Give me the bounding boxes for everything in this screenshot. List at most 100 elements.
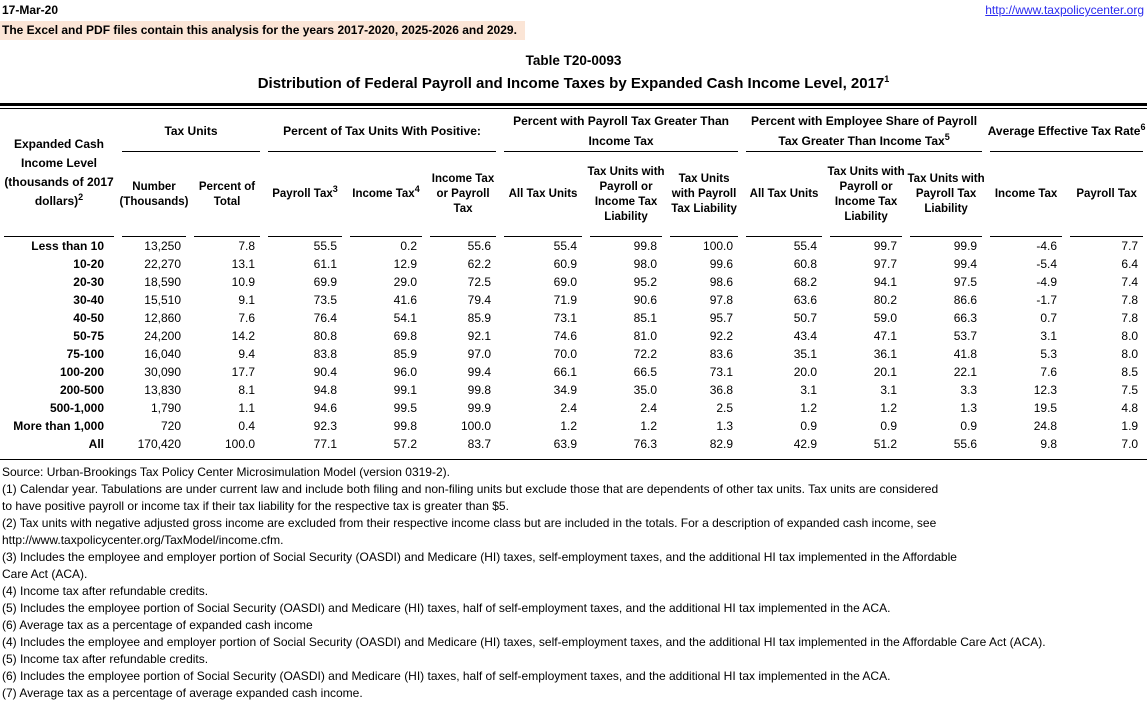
table-row: 200-500 13,830 8.1 94.8 99.1 99.8 34.9 35.0 36.8… — [0, 381, 1147, 399]
value-cell: 98.0 — [633, 257, 658, 271]
column-header-effective-payroll-tax: Payroll Tax — [1066, 152, 1147, 237]
value-cell: 6.4 — [1121, 257, 1139, 271]
value-cell: 20.0 — [793, 365, 818, 379]
table-row: 40-50 12,860 7.6 76.4 54.1 85.9 73.1 85.1 95.7 50… — [0, 309, 1147, 327]
value-cell: 36.8 — [709, 383, 734, 397]
value-cell: 13.1 — [231, 257, 255, 271]
footnote-line: (1) Calendar year. Tabulations are under… — [2, 482, 939, 496]
footnote-line: (2) Tax units with negative adjusted gro… — [2, 516, 937, 530]
footnote-line: (3) Includes the employee and employer p… — [2, 550, 957, 564]
value-cell: 35.1 — [793, 347, 818, 361]
column-label: Tax Units with Payroll Tax Liability — [907, 173, 985, 215]
footnote-line: (6) Includes the employee portion of Soc… — [2, 669, 891, 683]
column-label: All Tax Units — [749, 188, 819, 200]
value-cell: 99.5 — [393, 401, 417, 415]
value-cell: 76.4 — [313, 311, 337, 325]
table-row: 30-40 15,510 9.1 73.5 41.6 79.4 71.9 90.6 97.8 63… — [0, 291, 1147, 309]
group-label: Average Effective Tax Rate — [987, 123, 1141, 138]
value-cell: 50.7 — [793, 311, 818, 325]
group-header-tax-units: Tax Units — [118, 109, 264, 152]
value-cell: 66.5 — [633, 365, 658, 379]
value-cell: 70.0 — [553, 347, 578, 361]
column-header-units-payroll-or-income-liability-payroll-gt: Tax Units with Payroll or Income Tax Lia… — [586, 152, 666, 237]
value-cell: 8.0 — [1121, 329, 1139, 343]
value-cell: 29.0 — [393, 275, 417, 289]
value-cell: 24.8 — [1033, 419, 1058, 433]
value-cell: 97.7 — [873, 257, 898, 271]
value-cell: 22,270 — [144, 257, 181, 271]
value-cell: 99.9 — [953, 239, 978, 253]
group-header-percent-positive: Percent of Tax Units With Positive: — [264, 109, 500, 152]
table-title: Distribution of Federal Payroll and Inco… — [0, 75, 1147, 93]
column-header-percent-of-total: Percent of Total — [190, 152, 264, 237]
value-cell: 99.1 — [393, 383, 417, 397]
table-row: 500-1,000 1,790 1.1 94.6 99.5 99.9 2.4 2.4 2.5 1.… — [0, 399, 1147, 417]
table-header: Expanded Cash Income Level (thousands of… — [0, 109, 1147, 237]
column-label: Percent of Total — [198, 180, 256, 208]
value-cell: 100.0 — [461, 419, 492, 433]
value-cell: 7.6 — [238, 311, 255, 325]
value-cell: 15,510 — [144, 293, 181, 307]
table-row: 50-75 24,200 14.2 80.8 69.8 92.1 74.6 81.0 92.2 4… — [0, 327, 1147, 345]
value-cell: 69.8 — [393, 329, 417, 343]
value-cell: 79.4 — [467, 293, 492, 307]
column-label: Tax Units with Payroll or Income Tax Lia… — [587, 165, 665, 223]
value-cell: 63.9 — [553, 437, 578, 451]
value-cell: 61.1 — [313, 257, 337, 271]
value-cell: 60.9 — [553, 257, 578, 271]
value-cell: 63.6 — [793, 293, 818, 307]
taxpolicycenter-link[interactable]: http://www.taxpolicycenter.org — [985, 3, 1144, 17]
column-label: Income Tax or Payroll Tax — [431, 173, 495, 215]
table-row: 20-30 18,590 10.9 69.9 29.0 72.5 69.0 95.2 98.6 6… — [0, 273, 1147, 291]
value-cell: 85.9 — [467, 311, 492, 325]
column-header-expanded-cash-income-level: Expanded Cash Income Level (thousands of… — [0, 109, 118, 237]
value-cell: 73.1 — [709, 365, 734, 379]
value-cell: 68.2 — [793, 275, 818, 289]
table-bottom-rule — [0, 459, 1147, 460]
value-cell: 55.4 — [553, 239, 578, 253]
column-label: All Tax Units — [508, 188, 578, 200]
value-cell: 7.7 — [1121, 239, 1139, 253]
value-cell: 19.5 — [1033, 401, 1058, 415]
value-cell: 99.7 — [873, 239, 898, 253]
value-cell: 1.2 — [880, 401, 898, 415]
value-cell: 59.0 — [873, 311, 898, 325]
income-level-label: 10-20 — [73, 257, 104, 271]
table-body: Less than 10 13,250 7.8 55.5 0.2 55.6 55.4 99.8… — [0, 237, 1147, 453]
value-cell: 7.0 — [1121, 437, 1139, 451]
value-cell: 0.7 — [1040, 311, 1058, 325]
value-cell: 9.8 — [1040, 437, 1058, 451]
value-cell: 94.1 — [873, 275, 898, 289]
value-cell: 7.5 — [1121, 383, 1139, 397]
value-cell: 42.9 — [793, 437, 818, 451]
column-footnote-marker: 3 — [332, 184, 338, 195]
value-cell: 83.6 — [709, 347, 734, 361]
income-level-label: 200-500 — [59, 383, 104, 397]
value-cell: 69.9 — [313, 275, 337, 289]
income-level-label: 500-1,000 — [49, 401, 104, 415]
value-cell: 3.1 — [800, 383, 818, 397]
value-cell: 92.2 — [709, 329, 734, 343]
row-header-footnote-marker: 2 — [78, 192, 84, 202]
group-label: Tax Units — [164, 123, 218, 138]
value-cell: 36.1 — [873, 347, 898, 361]
value-cell: 8.1 — [238, 383, 255, 397]
value-cell: 0.4 — [238, 419, 255, 433]
value-cell: 35.0 — [633, 383, 658, 397]
value-cell: 54.1 — [393, 311, 417, 325]
value-cell: 55.6 — [467, 239, 492, 253]
value-cell: 90.4 — [313, 365, 337, 379]
value-cell: 12,860 — [144, 311, 181, 325]
value-cell: 20.1 — [873, 365, 898, 379]
footnote-line: (5) Income tax after refundable credits. — [2, 652, 209, 666]
footnote-line: Source: Urban-Brookings Tax Policy Cente… — [2, 465, 450, 479]
value-cell: 60.8 — [793, 257, 818, 271]
value-cell: 99.6 — [709, 257, 734, 271]
income-level-label: More than 1,000 — [13, 419, 104, 433]
value-cell: 16,040 — [144, 347, 181, 361]
value-cell: 97.0 — [467, 347, 492, 361]
value-cell: 12.3 — [1033, 383, 1058, 397]
value-cell: 17.7 — [231, 365, 255, 379]
column-header-payroll-tax: Payroll Tax3 — [264, 152, 346, 237]
value-cell: 34.9 — [553, 383, 578, 397]
